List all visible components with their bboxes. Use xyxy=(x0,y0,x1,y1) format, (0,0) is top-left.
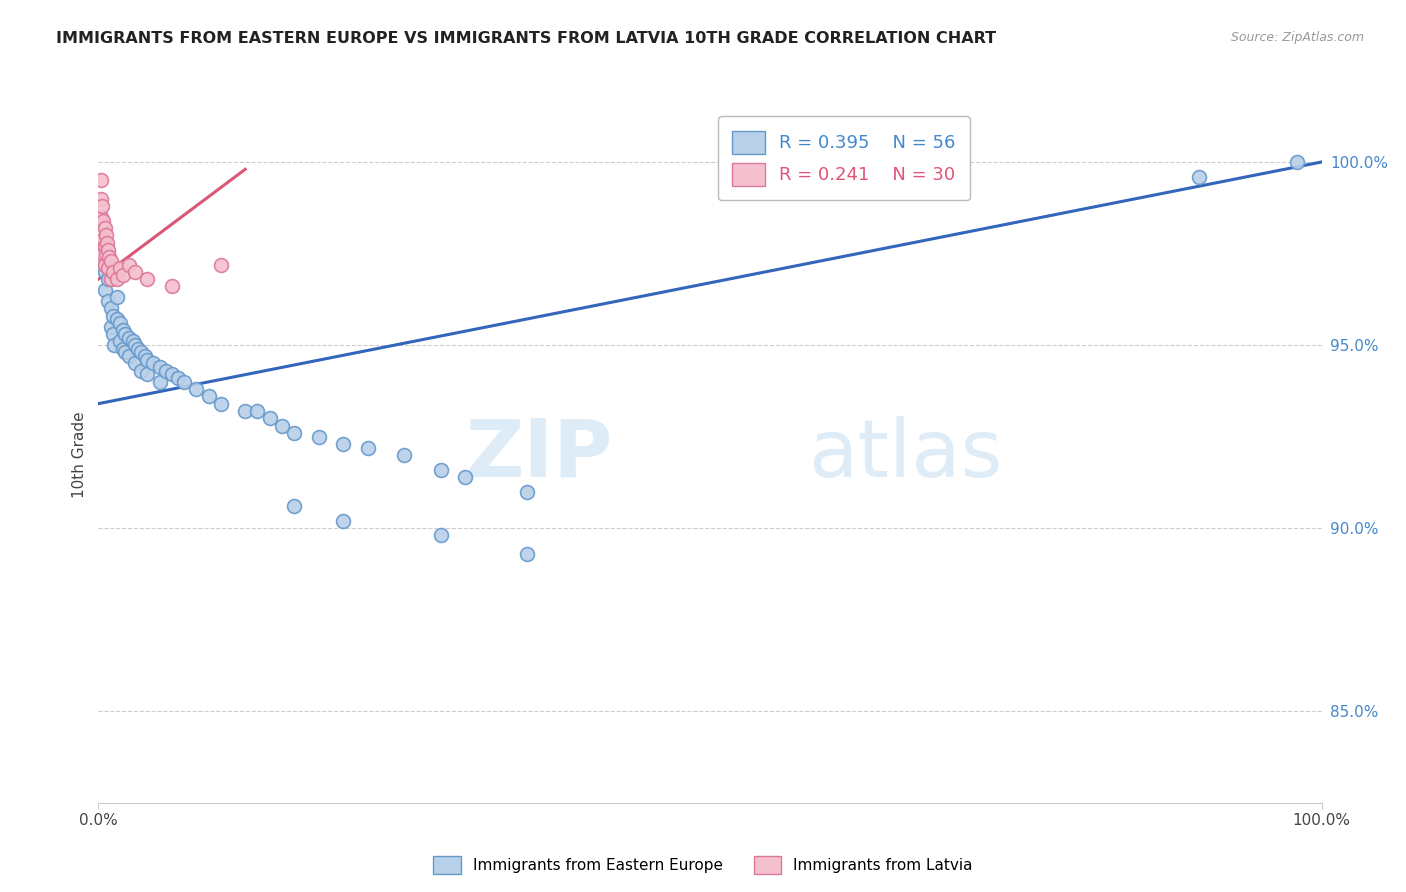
Text: atlas: atlas xyxy=(808,416,1002,494)
Point xyxy=(356,441,378,455)
Point xyxy=(93,283,115,297)
Point xyxy=(149,375,172,389)
Point xyxy=(110,334,132,349)
Point xyxy=(93,265,115,279)
Point xyxy=(1286,155,1309,169)
Point xyxy=(283,425,305,440)
Point xyxy=(332,514,354,528)
Point xyxy=(91,232,114,246)
Point xyxy=(100,253,122,268)
Point xyxy=(94,246,117,260)
Point xyxy=(121,334,143,349)
Point xyxy=(209,258,232,272)
Y-axis label: 10th Grade: 10th Grade xyxy=(72,411,87,499)
Point xyxy=(91,199,114,213)
Point xyxy=(97,272,120,286)
Point xyxy=(332,437,354,451)
Point xyxy=(101,265,124,279)
Point xyxy=(515,484,537,499)
Point xyxy=(124,356,146,370)
Point xyxy=(136,368,159,382)
Point xyxy=(93,258,115,272)
Legend: R = 0.395    N = 56, R = 0.241    N = 30: R = 0.395 N = 56, R = 0.241 N = 30 xyxy=(718,116,970,201)
Point xyxy=(118,331,141,345)
Point xyxy=(283,499,305,513)
Point xyxy=(100,272,122,286)
Point xyxy=(173,375,195,389)
Point xyxy=(155,364,177,378)
Point xyxy=(246,404,269,418)
Point xyxy=(91,246,114,260)
Point xyxy=(101,309,124,323)
Point xyxy=(149,359,172,374)
Point xyxy=(233,404,256,418)
Point xyxy=(101,327,124,342)
Point xyxy=(105,290,128,304)
Point xyxy=(186,382,208,396)
Legend: Immigrants from Eastern Europe, Immigrants from Latvia: Immigrants from Eastern Europe, Immigran… xyxy=(427,850,979,880)
Point xyxy=(136,352,159,367)
Point xyxy=(91,235,114,250)
Point xyxy=(454,470,477,484)
Point xyxy=(110,316,132,330)
Point xyxy=(129,345,152,359)
Point xyxy=(93,220,115,235)
Point xyxy=(160,279,183,293)
Point xyxy=(90,173,112,187)
Point xyxy=(105,272,128,286)
Point xyxy=(90,192,112,206)
Point xyxy=(111,323,134,337)
Text: ZIP: ZIP xyxy=(465,416,612,494)
Point xyxy=(111,268,134,283)
Point xyxy=(308,429,330,443)
Point xyxy=(270,418,294,433)
Point xyxy=(105,312,128,326)
Point xyxy=(111,342,134,356)
Point xyxy=(96,235,118,250)
Point xyxy=(209,397,232,411)
Point xyxy=(97,294,120,309)
Point xyxy=(134,349,156,363)
Point xyxy=(160,368,183,382)
Point xyxy=(91,217,114,231)
Point xyxy=(100,319,122,334)
Point xyxy=(91,253,114,268)
Point xyxy=(136,272,159,286)
Point xyxy=(118,258,141,272)
Point xyxy=(97,261,120,276)
Point xyxy=(90,210,112,224)
Point xyxy=(392,448,416,462)
Point xyxy=(127,342,149,356)
Point xyxy=(129,364,152,378)
Point xyxy=(515,547,537,561)
Point xyxy=(114,345,136,359)
Point xyxy=(110,261,132,276)
Point xyxy=(91,213,114,227)
Point xyxy=(1188,169,1211,184)
Point xyxy=(98,250,121,264)
Point xyxy=(114,327,136,342)
Point xyxy=(167,371,190,385)
Point xyxy=(124,265,146,279)
Point xyxy=(103,338,125,352)
Point xyxy=(118,349,141,363)
Text: Source: ZipAtlas.com: Source: ZipAtlas.com xyxy=(1230,31,1364,45)
Point xyxy=(430,462,453,476)
Point xyxy=(259,411,281,425)
Point xyxy=(430,528,453,542)
Point xyxy=(197,389,219,403)
Point xyxy=(142,356,165,370)
Point xyxy=(93,239,115,253)
Point xyxy=(100,301,122,316)
Point xyxy=(94,228,117,243)
Text: IMMIGRANTS FROM EASTERN EUROPE VS IMMIGRANTS FROM LATVIA 10TH GRADE CORRELATION : IMMIGRANTS FROM EASTERN EUROPE VS IMMIGR… xyxy=(56,31,997,46)
Point xyxy=(97,243,120,257)
Point xyxy=(124,338,146,352)
